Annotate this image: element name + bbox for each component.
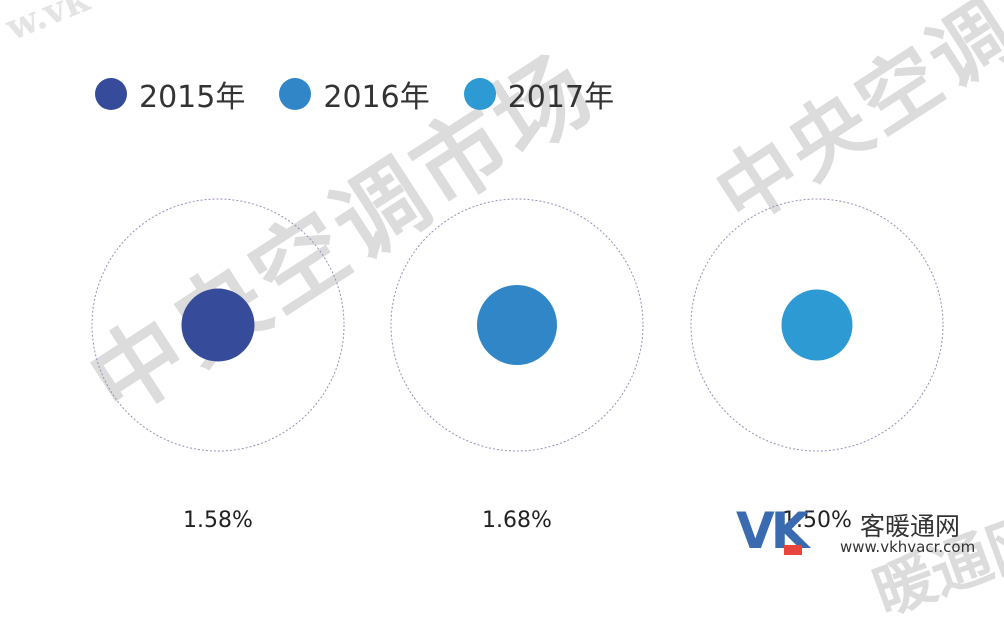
bubble-0 <box>181 288 255 362</box>
logo-url: www.vkhvacr.com <box>840 538 976 556</box>
bubble-ring-0 <box>91 198 345 452</box>
chart-legend: 2015年 2016年 2017年 <box>95 72 648 116</box>
legend-swatch-2015 <box>95 78 127 110</box>
legend-label-2015: 2015年 <box>139 80 246 115</box>
legend-label-2016: 2016年 <box>323 80 430 115</box>
legend-item-2017: 2017年 <box>463 72 615 116</box>
value-label-2: 1.50% <box>782 508 852 533</box>
site-logo: VK 客暖通网 www.vkhvacr.com <box>736 505 996 561</box>
legend-item-2015: 2015年 <box>95 72 245 116</box>
bubble-ring-2 <box>690 198 944 452</box>
legend-item-2016: 2016年 <box>279 72 430 116</box>
value-label-1: 1.68% <box>482 508 552 533</box>
legend-swatch-2016 <box>279 78 312 110</box>
legend-swatch-2017 <box>463 78 496 110</box>
bubble-2 <box>781 289 853 361</box>
logo-accent-block <box>784 545 802 555</box>
bubble-1 <box>477 285 557 365</box>
legend-label-2017: 2017年 <box>507 80 615 115</box>
bubble-chart: 1.58% 1.68% 1.50% <box>91 198 944 533</box>
logo-name: 客暖通网 <box>860 512 961 541</box>
value-label-0: 1.58% <box>183 508 253 533</box>
bubble-ring-1 <box>390 198 644 452</box>
